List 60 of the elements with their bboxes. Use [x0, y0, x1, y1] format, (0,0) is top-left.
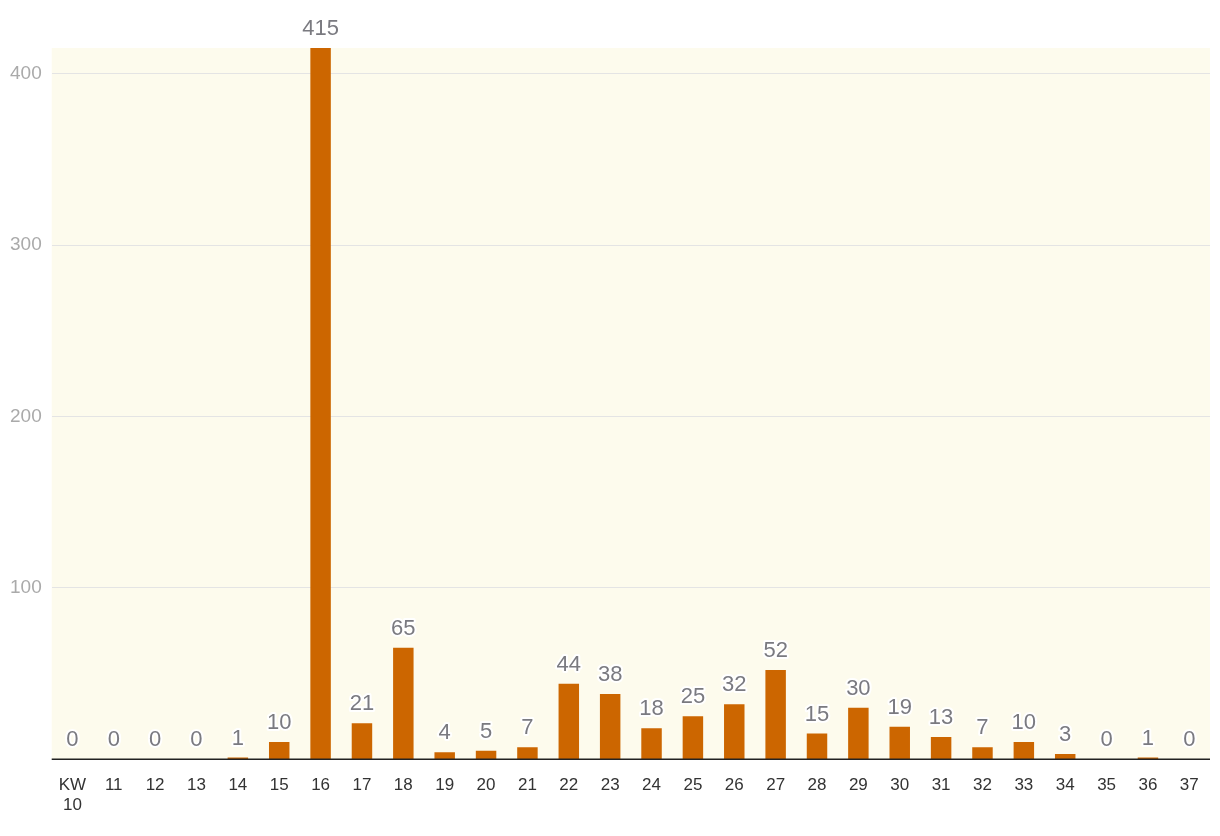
data-label: 5: [479, 717, 493, 743]
x-tick-label: 14: [228, 775, 248, 795]
y-tick-label: 400: [10, 61, 42, 83]
data-label: 18: [639, 695, 664, 721]
y-tick-label: 300: [10, 233, 42, 255]
data-label: 13: [928, 703, 954, 729]
data-label: 0: [1100, 726, 1113, 752]
x-tick-label: 19: [435, 775, 455, 795]
x-tick-label: 16: [311, 775, 331, 795]
data-label: 0: [107, 726, 120, 752]
y-tick-label: 200: [10, 404, 42, 426]
data-label: 52: [763, 637, 788, 663]
x-tick-label: 25: [683, 775, 703, 795]
x-tick-label: 33: [1014, 775, 1034, 795]
data-label: 15: [804, 700, 830, 726]
x-tick-label: 36: [1138, 775, 1158, 795]
x-tick-label: 17: [352, 775, 372, 795]
data-label: 21: [349, 690, 375, 716]
data-label: 0: [149, 726, 162, 752]
x-tick-label: 37: [1179, 775, 1199, 795]
data-label: 19: [887, 693, 912, 719]
x-tick-label: 20: [476, 775, 496, 795]
x-tick-label: 27: [766, 775, 786, 795]
x-tick-label: 24: [642, 775, 661, 795]
y-tick-label: 100: [10, 576, 42, 598]
data-label: 1: [231, 724, 244, 750]
x-tick-label: 34: [1055, 775, 1075, 795]
x-tick-label: KW 10: [58, 775, 87, 815]
data-label: 10: [1011, 709, 1037, 735]
x-tick-label: 31: [931, 775, 951, 795]
x-tick-label: 30: [890, 775, 910, 795]
data-label: 1: [1141, 724, 1155, 750]
x-tick-label: 21: [517, 775, 537, 795]
x-tick-label: 18: [393, 775, 413, 795]
data-label: 7: [521, 714, 534, 740]
x-tick-label: 13: [187, 775, 206, 795]
data-label: 4: [438, 719, 451, 745]
data-label: 10: [266, 709, 292, 735]
x-tick-label: 28: [807, 775, 827, 795]
x-tick-label: 32: [973, 775, 992, 795]
data-label: 32: [722, 671, 747, 697]
x-tick-label: 22: [559, 775, 579, 795]
data-label: 0: [66, 726, 79, 752]
data-label: 25: [680, 683, 706, 709]
data-label: 3: [1059, 721, 1072, 747]
x-tick-label: 15: [269, 775, 289, 795]
data-label: 65: [391, 614, 416, 640]
data-label: 0: [1183, 726, 1196, 752]
x-tick-label: 26: [724, 775, 744, 795]
data-label: 7: [976, 714, 989, 740]
data-label: 38: [597, 661, 623, 687]
x-tick-label: 29: [848, 775, 868, 795]
x-tick-label: 23: [600, 775, 620, 795]
x-tick-label: 11: [104, 775, 123, 795]
x-tick-label: 35: [1097, 775, 1117, 795]
x-tick-label: 12: [145, 775, 165, 795]
data-label: 0: [190, 726, 203, 752]
data-label: 30: [846, 674, 871, 700]
data-label: 415: [302, 15, 339, 41]
data-label: 44: [556, 650, 582, 676]
